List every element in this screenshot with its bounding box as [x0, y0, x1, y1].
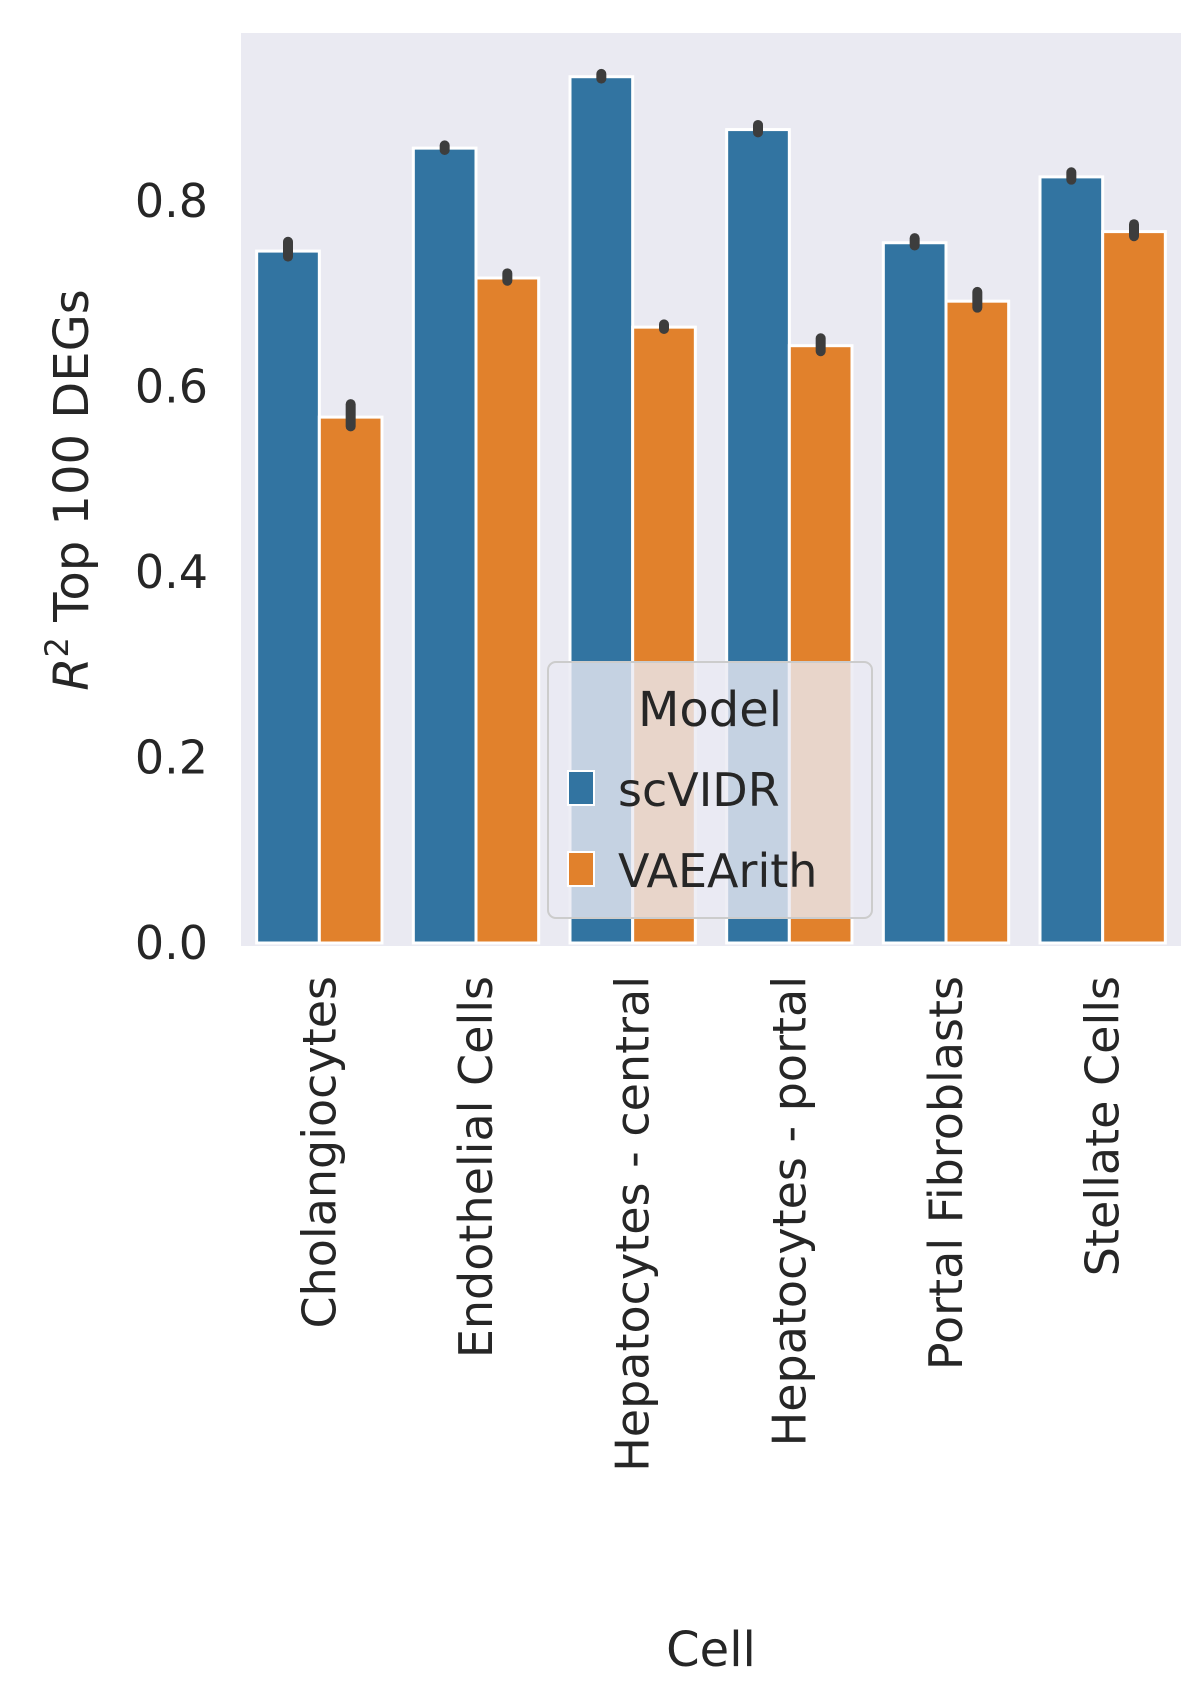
y-axis-label-superscript: 2 [38, 637, 76, 657]
bar-vaearith-stellate-cells [1101, 230, 1167, 945]
bar-vaearith-cholangiocytes [317, 415, 384, 945]
x-tick-label-stellate-cells: Stellate Cells [1076, 976, 1130, 1276]
y-axis-label-text: Top 100 DEGs [44, 289, 100, 637]
y-axis-label-symbol: R [44, 657, 100, 690]
bar-scvidr-stellate-cells [1038, 175, 1105, 945]
bar-scvidr-portal-fibroblasts [881, 241, 948, 945]
x-tick-label-endothelial-cells: Endothelial Cells [449, 976, 503, 1358]
legend-label-scvidr: scVIDR [618, 763, 780, 817]
legend-label-vaearith: VAEArith [618, 844, 817, 898]
x-axis-label: Cell [666, 1622, 756, 1678]
legend-swatch-scvidr [567, 770, 595, 806]
x-axis-ticks: Cholangiocytes Endothelial Cells Hepatocyt… [292, 976, 1129, 1472]
y-axis-label: R2 Top 100 DEGs [38, 289, 100, 691]
y-tick-label: 0.4 [135, 545, 208, 599]
y-tick-label: 0.0 [135, 916, 208, 970]
bar-scvidr-cholangiocytes [255, 249, 321, 945]
error-bars-layer [283, 68, 1139, 432]
bar-vaearith-portal-fibroblasts [944, 299, 1011, 945]
x-tick-label-portal-fibroblasts: Portal Fibroblasts [919, 976, 973, 1370]
y-axis-ticks: 0.0 0.2 0.4 0.6 0.8 [135, 174, 208, 970]
x-tick-label-cholangiocytes: Cholangiocytes [292, 976, 346, 1328]
legend-swatch-vaearith [567, 851, 595, 887]
y-tick-label: 0.8 [135, 174, 208, 228]
x-tick-label-hepatocytes-portal: Hepatocytes - portal [762, 976, 816, 1446]
y-tick-label: 0.2 [135, 731, 208, 785]
bar-vaearith-endothelial-cells [474, 276, 541, 945]
legend-title: Model [638, 682, 782, 738]
legend: Model scVIDR VAEArith [547, 661, 873, 919]
bars-layer [255, 75, 1167, 945]
bar-scvidr-endothelial-cells [411, 146, 478, 945]
x-tick-label-hepatocytes-central: Hepatocytes - central [606, 976, 660, 1472]
legend-box [547, 661, 873, 919]
y-tick-label: 0.6 [135, 360, 208, 414]
